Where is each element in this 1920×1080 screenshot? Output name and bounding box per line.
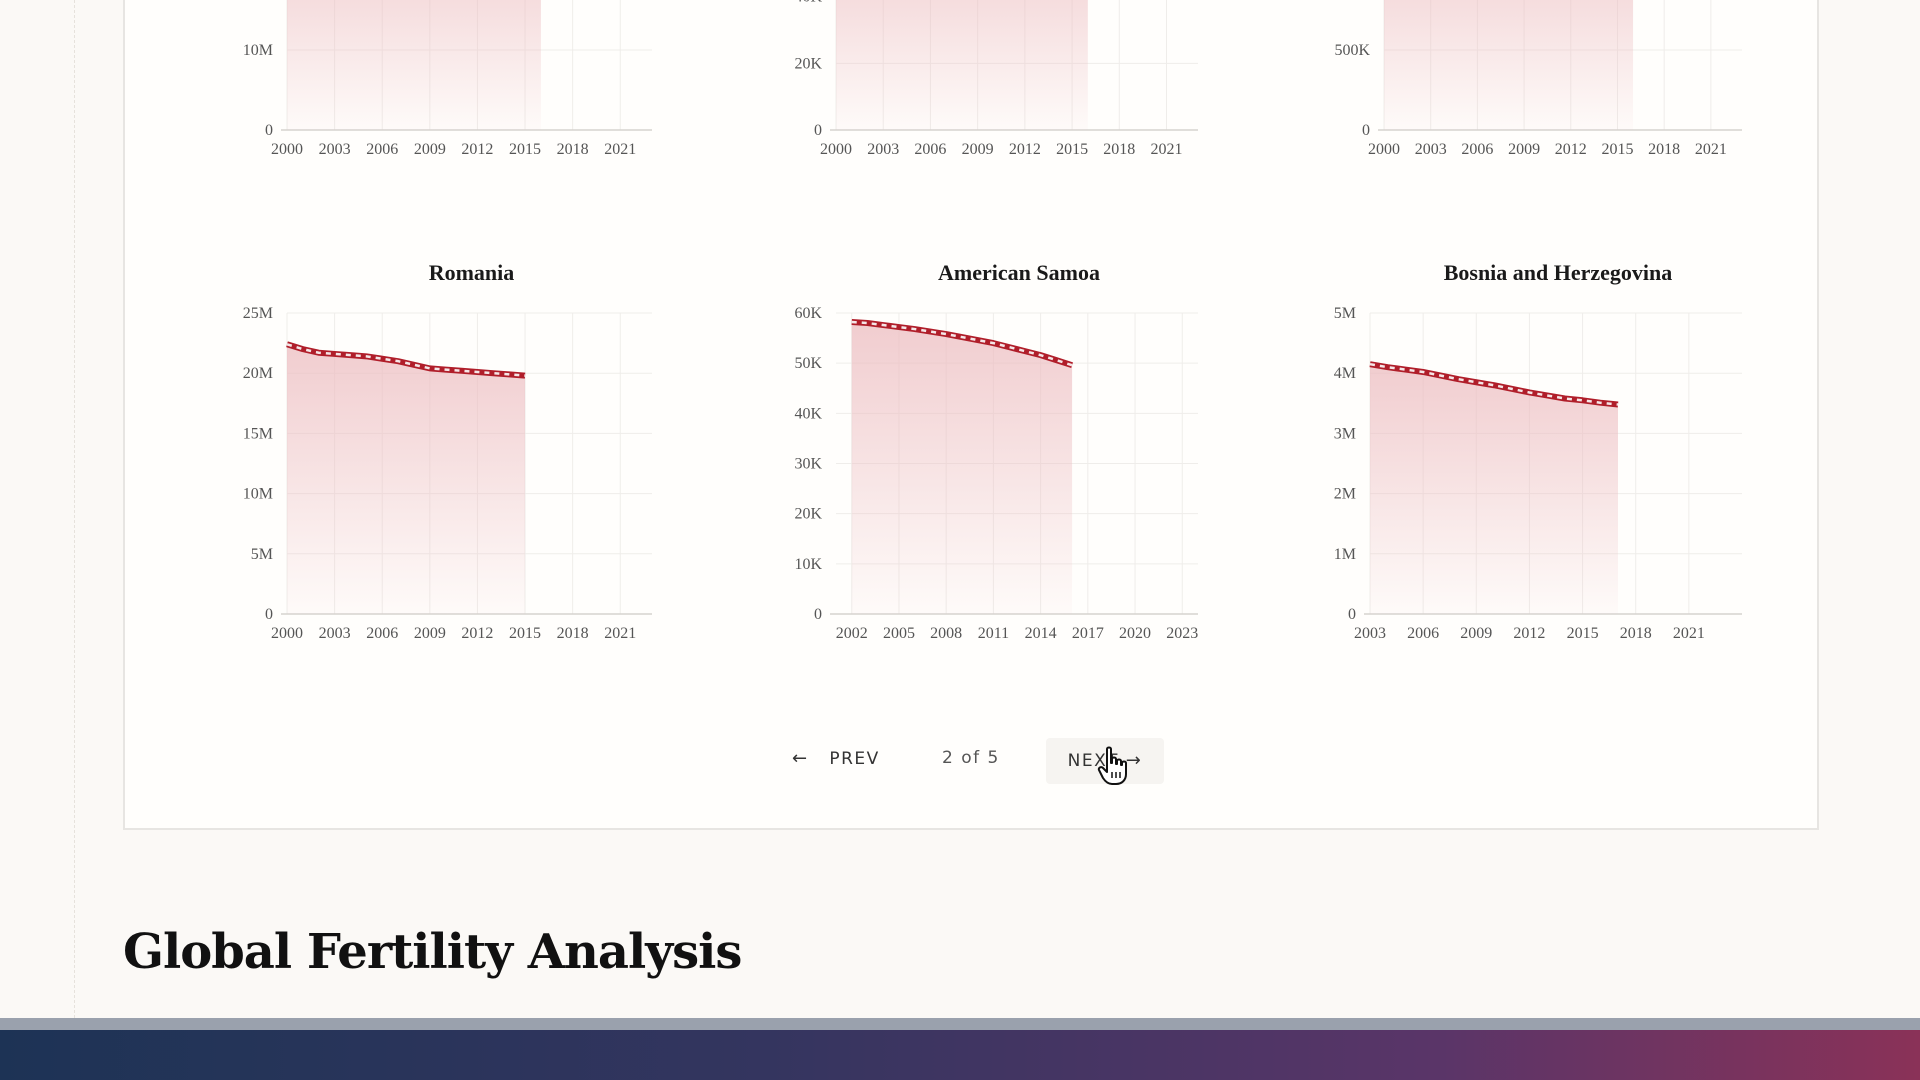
hand-pointer-icon: [1097, 746, 1127, 785]
arrow-right-icon: →: [1125, 750, 1143, 771]
arrow-left-icon: ←: [792, 748, 809, 769]
prev-button[interactable]: ← PREV: [792, 748, 880, 769]
section-heading: Global Fertility Analysis: [123, 924, 742, 980]
page-count: 2 of 5: [942, 748, 1000, 768]
left-divider: [74, 0, 75, 1018]
charts-card: [123, 0, 1819, 830]
footer-divider: [0, 1018, 1920, 1030]
next-label: NEXT: [1067, 751, 1119, 771]
prev-label: PREV: [829, 749, 880, 769]
footer-banner: [0, 1030, 1920, 1080]
